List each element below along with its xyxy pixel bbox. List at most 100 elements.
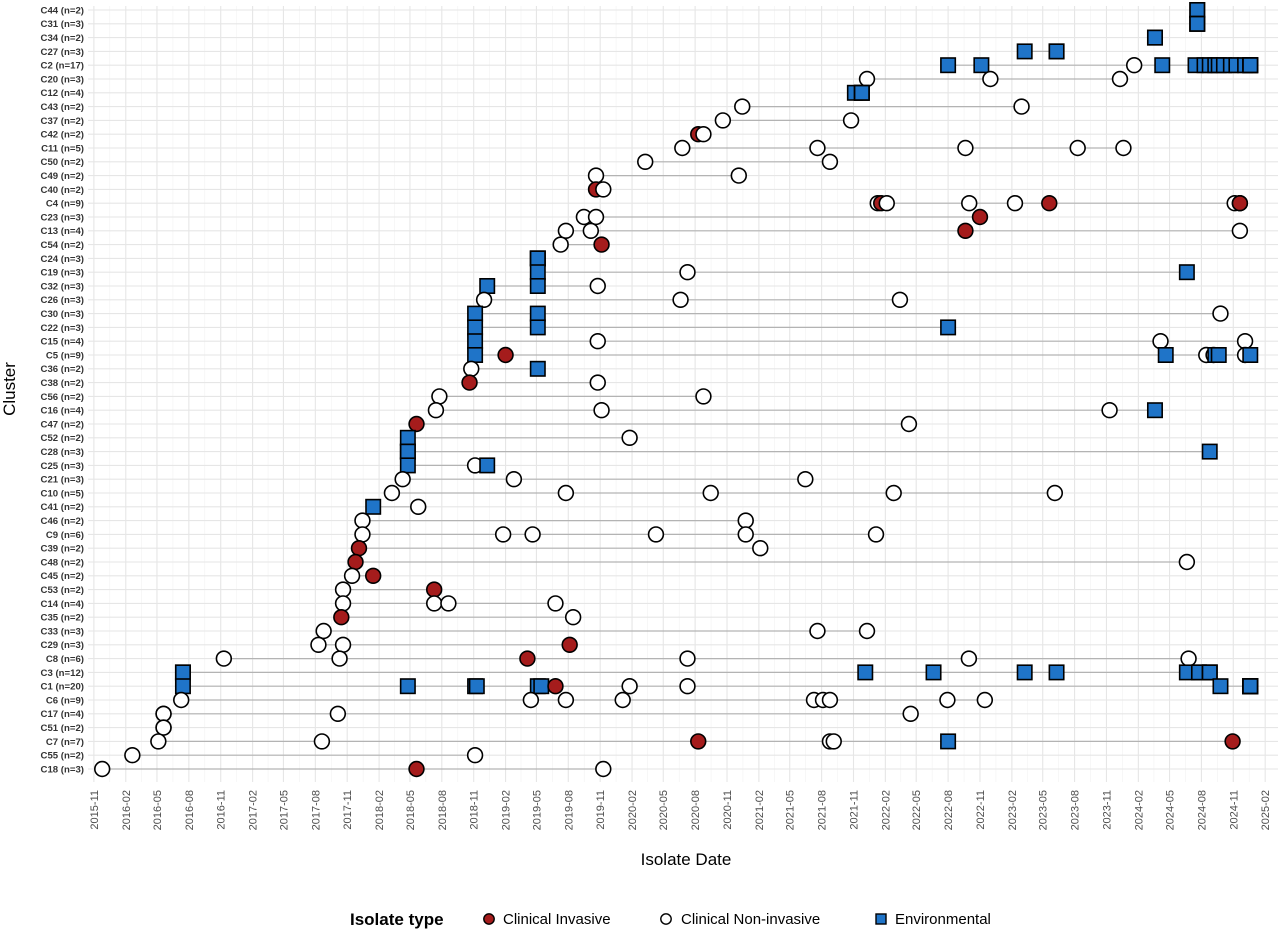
x-tick-label: 2019-08	[563, 790, 575, 830]
point-environmental	[399, 678, 416, 695]
point-clinical-noninvasive	[679, 677, 696, 695]
point-environmental	[1212, 678, 1229, 695]
y-tick-label: C46 (n=2)	[41, 516, 84, 527]
point-clinical-noninvasive	[427, 402, 445, 419]
point-clinical-noninvasive	[809, 139, 826, 157]
point-clinical-noninvasive	[310, 636, 327, 653]
legend-entries: Clinical Invasive Clinical Non-invasive En…	[483, 911, 991, 928]
y-tick-label: C5 (n=9)	[46, 350, 84, 361]
legend-key-clinical-noninvasive	[660, 913, 672, 925]
y-tick-label: C31 (n=3)	[41, 19, 84, 30]
point-clinical-invasive	[425, 581, 443, 598]
y-tick-label: C40 (n=2)	[41, 185, 84, 196]
point-environmental	[533, 678, 550, 695]
x-tick-label: 2017-02	[248, 790, 260, 830]
y-axis-title: Cluster	[0, 362, 19, 416]
point-clinical-noninvasive	[524, 526, 541, 543]
point-clinical-noninvasive	[1111, 70, 1129, 88]
y-tick-label: C7 (n=7)	[46, 737, 84, 748]
y-tick-label: C44 (n=2)	[41, 5, 84, 16]
y-tick-label: C56 (n=2)	[41, 392, 84, 403]
point-environmental	[1189, 1, 1206, 18]
point-clinical-noninvasive	[155, 705, 172, 722]
y-tick-label: C2 (n=17)	[41, 61, 84, 72]
x-tick-label: 2017-05	[278, 790, 290, 830]
point-clinical-noninvasive	[582, 222, 600, 240]
y-tick-label: C32 (n=3)	[41, 281, 84, 292]
point-clinical-invasive	[408, 760, 425, 778]
point-environmental	[365, 498, 382, 515]
point-environmental	[467, 333, 484, 350]
point-clinical-noninvasive	[329, 705, 347, 722]
x-tick-label: 2019-02	[501, 790, 513, 830]
x-tick-label: 2017-08	[310, 790, 322, 830]
point-environmental	[1146, 29, 1163, 46]
point-clinical-invasive	[519, 650, 536, 667]
point-clinical-noninvasive	[593, 402, 610, 419]
x-tick-label: 2021-08	[817, 790, 829, 830]
x-tick-label: 2018-02	[374, 790, 386, 830]
y-tick-label: C15 (n=4)	[41, 337, 84, 348]
point-clinical-invasive	[1231, 195, 1249, 212]
y-tick-label: C45 (n=2)	[41, 571, 84, 582]
point-environmental	[1178, 264, 1195, 281]
point-clinical-invasive	[408, 415, 425, 433]
point-environmental	[1157, 346, 1174, 363]
point-environmental	[1048, 664, 1065, 681]
point-clinical-noninvasive	[94, 760, 111, 778]
legend-key-environmental	[875, 913, 887, 925]
point-clinical-noninvasive	[494, 526, 512, 543]
point-clinical-noninvasive	[334, 581, 352, 598]
y-tick-label: C25 (n=3)	[41, 461, 84, 472]
point-environmental	[529, 250, 546, 267]
y-tick-label: C43 (n=2)	[41, 102, 84, 113]
x-tick-label: 2021-11	[848, 790, 860, 830]
point-clinical-noninvasive	[394, 471, 411, 488]
x-tick-label: 2024-02	[1133, 790, 1145, 830]
y-tick-label: C1 (n=20)	[41, 682, 84, 693]
point-clinical-noninvasive	[714, 112, 732, 129]
x-tick-label: 2019-11	[595, 790, 607, 830]
y-tick-label: C6 (n=9)	[46, 695, 84, 706]
legend-label: Clinical Non-invasive	[681, 911, 820, 928]
point-clinical-noninvasive	[587, 167, 605, 184]
point-environmental	[1242, 678, 1259, 695]
plot-background	[88, 6, 1278, 782]
point-clinical-noninvasive	[867, 526, 885, 543]
x-tick-label: 2023-08	[1070, 790, 1082, 830]
point-clinical-noninvasive	[825, 733, 842, 750]
point-clinical-noninvasive	[425, 595, 443, 612]
point-environmental	[467, 305, 484, 322]
point-clinical-noninvasive	[679, 264, 696, 281]
y-tick-label: C52 (n=2)	[41, 433, 84, 444]
y-tick-label: C11 (n=5)	[41, 143, 84, 154]
point-clinical-noninvasive	[1152, 333, 1169, 350]
point-clinical-invasive	[497, 346, 514, 364]
point-clinical-invasive	[347, 553, 364, 571]
y-tick-label: C10 (n=5)	[41, 488, 84, 499]
x-tick-label: 2023-11	[1101, 790, 1113, 830]
point-clinical-invasive	[1041, 195, 1058, 212]
point-clinical-noninvasive	[702, 484, 719, 502]
y-tick-label: C53 (n=2)	[41, 585, 84, 596]
y-tick-label: C38 (n=2)	[41, 378, 84, 389]
y-tick-label: C8 (n=6)	[46, 654, 84, 665]
x-tick-label: 2016-11	[216, 790, 228, 830]
y-tick-label: C18 (n=3)	[41, 764, 84, 775]
point-clinical-noninvasive	[1125, 56, 1143, 74]
y-tick-label: C47 (n=2)	[41, 419, 84, 430]
point-clinical-invasive	[957, 222, 974, 240]
point-environmental	[479, 277, 496, 294]
point-clinical-noninvasive	[589, 374, 606, 391]
point-clinical-noninvasive	[614, 691, 631, 709]
point-clinical-noninvasive	[155, 719, 172, 736]
y-tick-label: C34 (n=2)	[41, 33, 84, 44]
point-clinical-noninvasive	[821, 691, 839, 709]
point-environmental	[1201, 664, 1218, 681]
point-clinical-noninvasive	[547, 595, 564, 612]
legend-key-clinical-invasive	[483, 913, 495, 925]
x-tick-label: 2019-05	[531, 790, 543, 830]
point-environmental	[468, 678, 485, 695]
point-clinical-noninvasive	[589, 277, 606, 295]
